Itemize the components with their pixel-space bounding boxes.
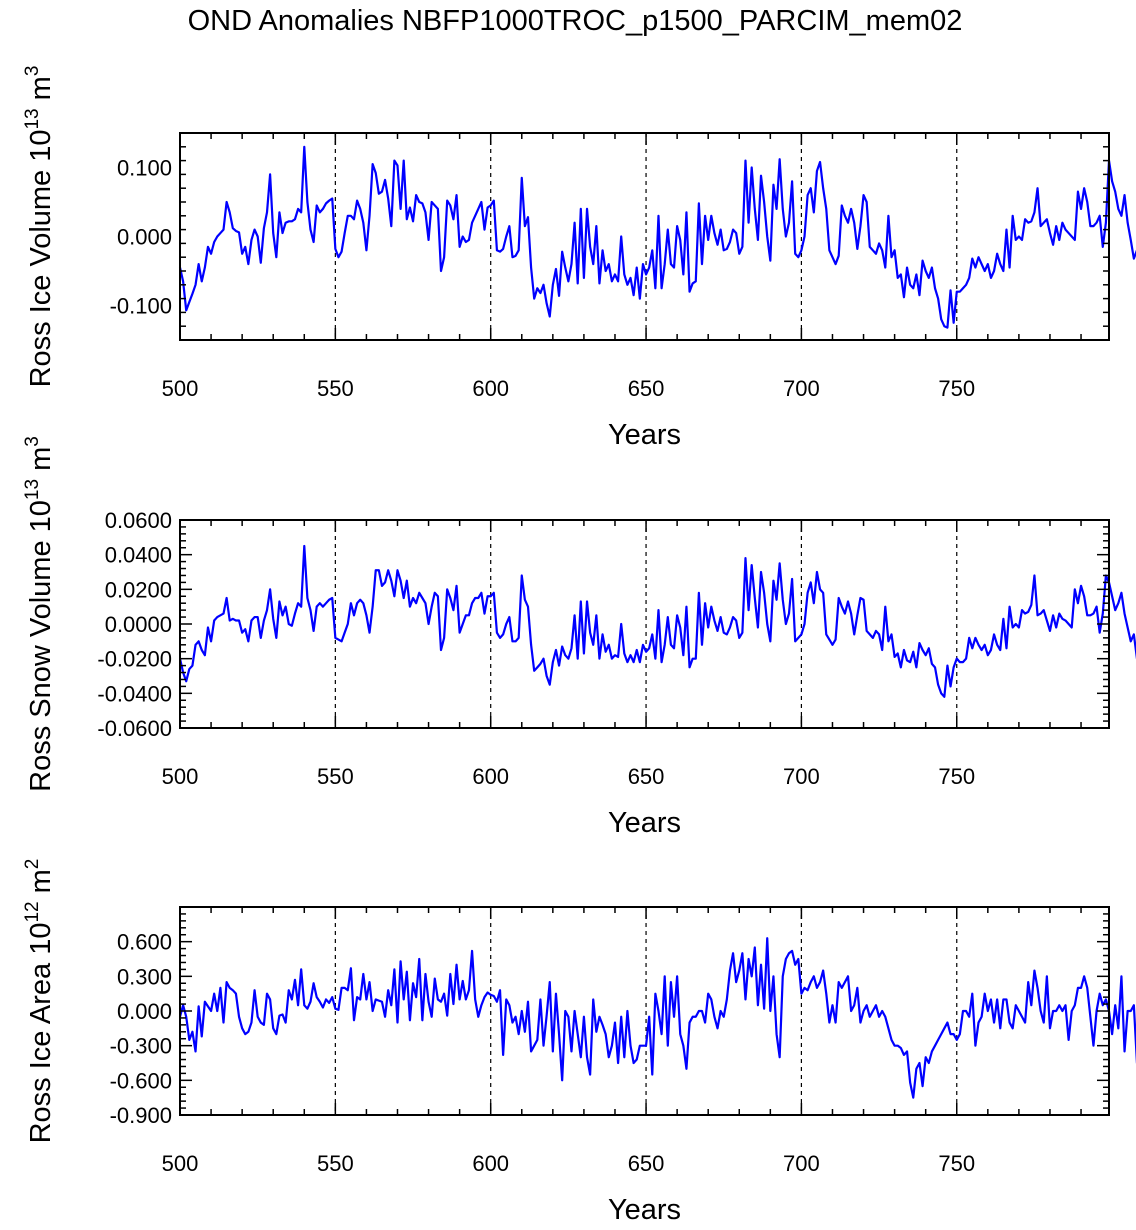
panel-2: 500 550 600 650 700 750 -0.0600 -0.0400 -0.0200 0…: [22, 436, 1136, 839]
x-tick-label: 500: [162, 764, 199, 789]
y-axis-label-text: Ross Ice Volume 10: [25, 130, 57, 388]
y-axis-label: Ross Snow Volume 1013 m3: [22, 436, 57, 792]
y-tick-label: -0.0400: [97, 681, 172, 706]
x-tick-label: 750: [938, 764, 975, 789]
y-tick-label: 0.000: [117, 999, 172, 1024]
y-tick-label: -0.0200: [97, 647, 172, 672]
x-tick-label: 650: [628, 376, 665, 401]
y-axis-label-exponent: 12: [22, 901, 43, 922]
y-tick-label: -0.100: [110, 294, 172, 319]
x-axis-label: Years: [608, 807, 681, 839]
x-axis-label: Years: [608, 419, 681, 451]
x-tick-label: 550: [317, 376, 354, 401]
x-tick-label: 750: [938, 1151, 975, 1176]
y-tick-label: 0.600: [117, 930, 172, 955]
panel-1: 500 550 600 650 700 750 -0.100 0.000 0.100 Years R…: [22, 66, 1136, 451]
y-tick-label: 0.0400: [105, 543, 172, 568]
x-tick-label: 650: [628, 1151, 665, 1176]
figure-title: OND Anomalies NBFP1000TROC_p1500_PARCIM_…: [188, 5, 963, 37]
x-tick-label: 500: [162, 376, 199, 401]
x-tick-label: 550: [317, 764, 354, 789]
y-axis-label-exponent: 3: [22, 66, 43, 77]
y-tick-label: -0.900: [110, 1103, 172, 1128]
x-axis-label: Years: [608, 1194, 681, 1225]
y-axis-label-text: m: [25, 447, 57, 479]
x-tick-label: 750: [938, 376, 975, 401]
y-axis-label-text: m: [25, 869, 57, 901]
y-axis-label-exponent: 13: [22, 108, 43, 129]
y-tick-label: -0.300: [110, 1034, 172, 1059]
x-tick-label: 700: [783, 1151, 820, 1176]
x-tick-label: 650: [628, 764, 665, 789]
y-tick-label: 0.0200: [105, 577, 172, 602]
x-tick-label: 550: [317, 1151, 354, 1176]
y-axis-label: Ross Ice Area 1012 m2: [22, 859, 57, 1144]
x-tick-label: 700: [783, 376, 820, 401]
y-axis-label-text: m: [25, 76, 57, 108]
y-axis-label-text: Ross Ice Area 10: [25, 923, 57, 1144]
series-line: [178, 145, 1136, 329]
y-tick-label: -0.0600: [97, 716, 172, 741]
y-axis-label-exponent: 3: [22, 436, 43, 447]
y-axis-label-exponent: 2: [22, 859, 43, 870]
x-tick-label: 600: [472, 376, 509, 401]
y-tick-label: 0.0600: [105, 508, 172, 533]
plot-frame: [179, 519, 1110, 729]
y-tick-label: 0.100: [117, 156, 172, 181]
panels: 500 550 600 650 700 750 -0.100 0.000 0.100 Years R…: [22, 66, 1136, 1226]
x-tick-label: 600: [472, 764, 509, 789]
y-axis-label-text: Ross Snow Volume 10: [25, 500, 57, 792]
y-tick-label: -0.600: [110, 1068, 172, 1093]
panel-3: 500 550 600 650 700 750 -0.900 -0.600 -0.300 0.00…: [22, 859, 1136, 1226]
series-line: [178, 937, 1136, 1099]
y-axis-label-exponent: 13: [22, 479, 43, 500]
y-tick-label: 0.0000: [105, 612, 172, 637]
plot-frame: [179, 132, 1110, 341]
y-axis-label: Ross Ice Volume 1013 m3: [22, 66, 57, 388]
x-tick-label: 700: [783, 764, 820, 789]
y-tick-label: 0.000: [117, 225, 172, 250]
x-tick-label: 600: [472, 1151, 509, 1176]
series-line: [178, 544, 1136, 698]
x-tick-label: 500: [162, 1151, 199, 1176]
y-tick-label: 0.300: [117, 964, 172, 989]
